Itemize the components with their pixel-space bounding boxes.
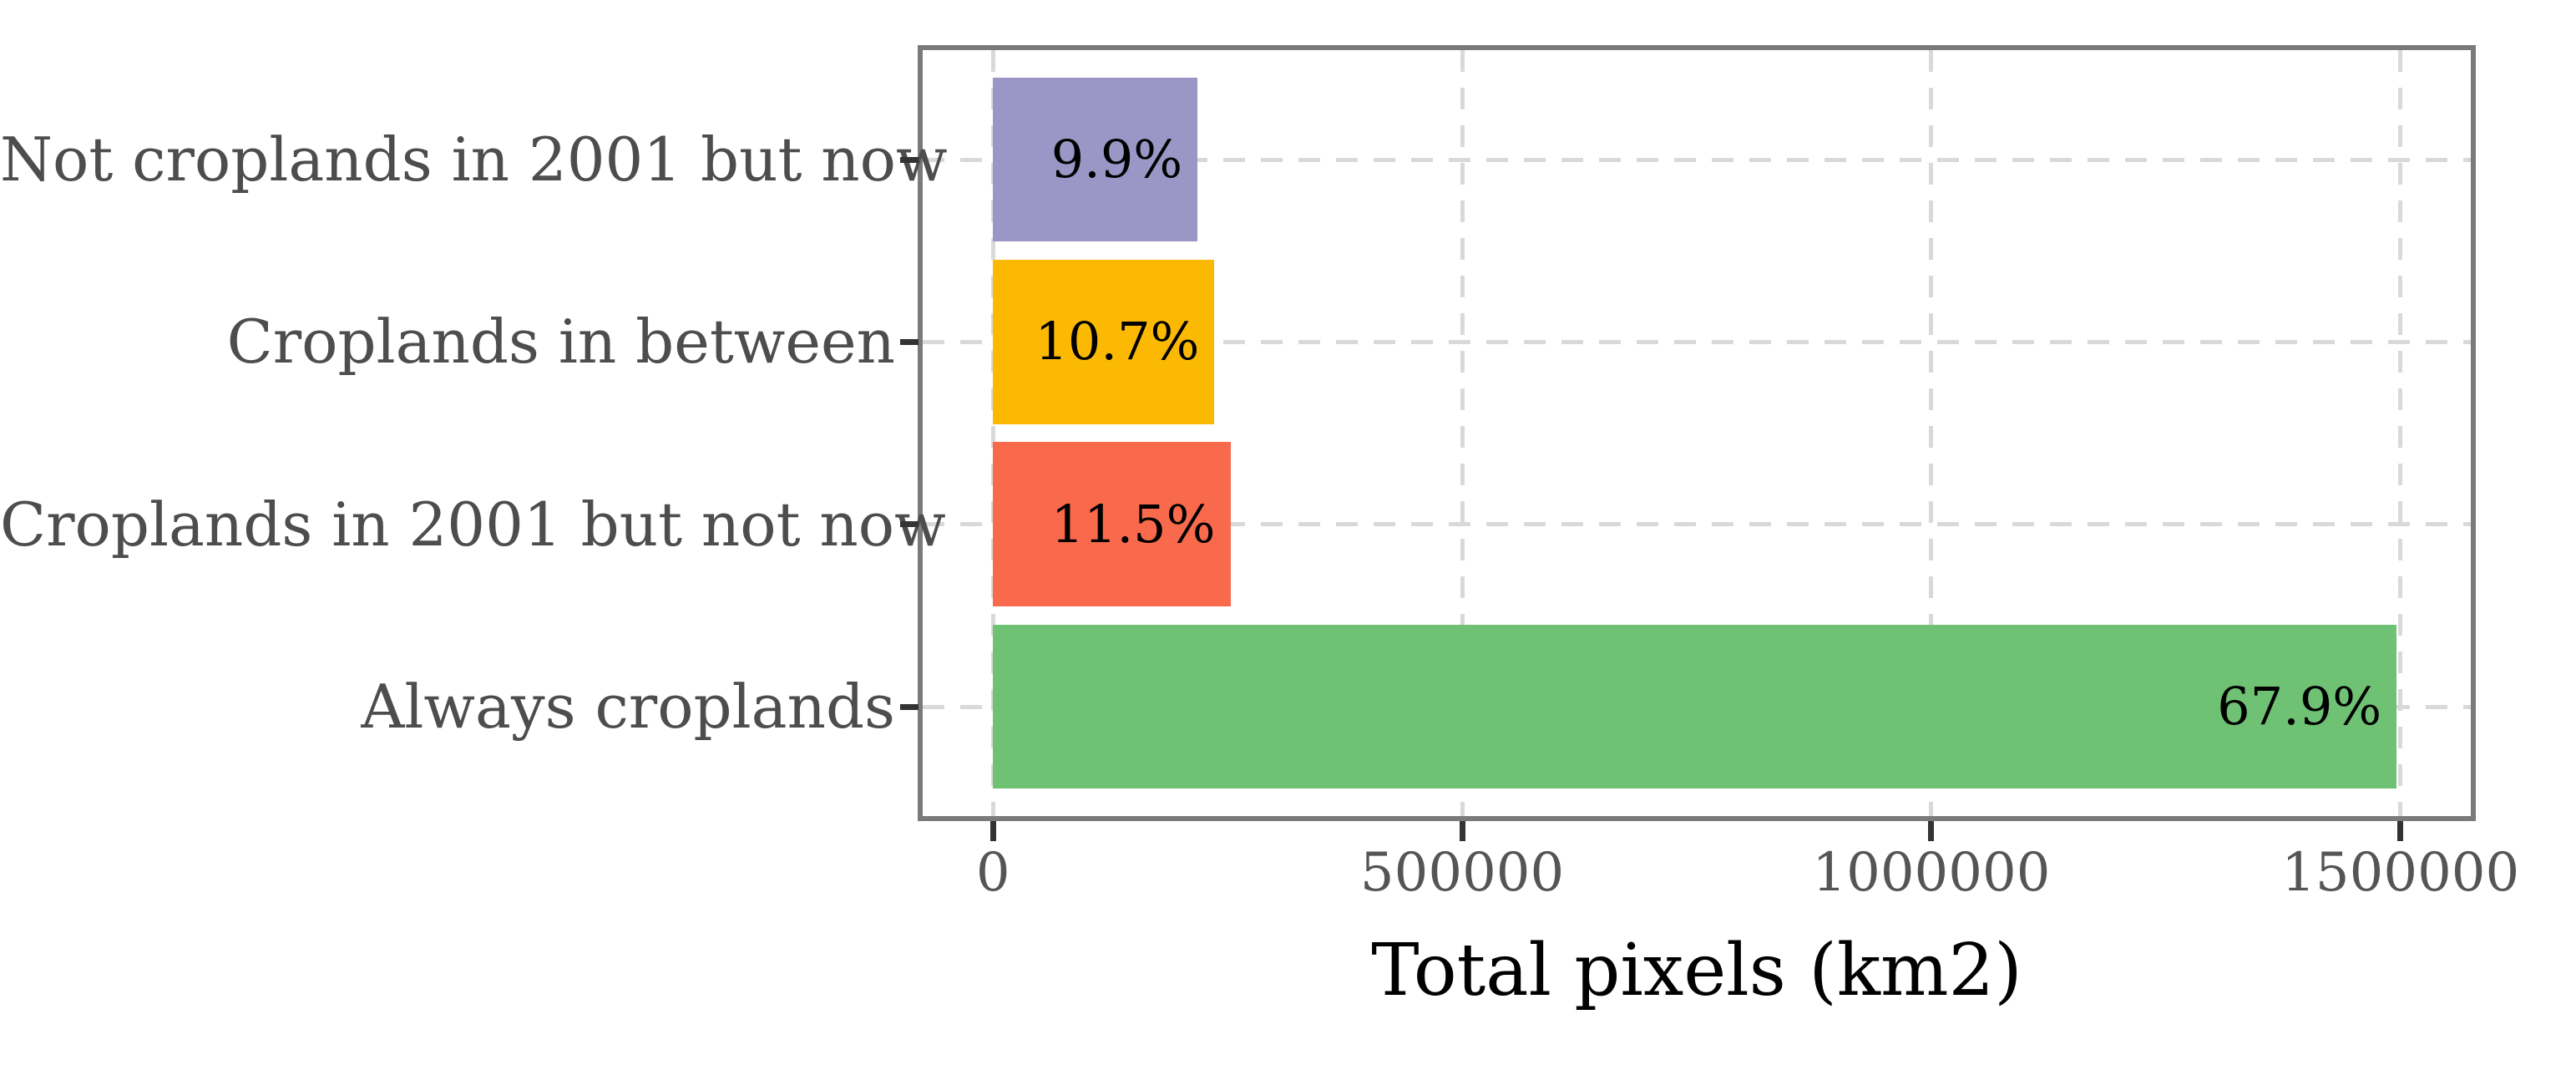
y-tick-mark-croplands-in-between: [900, 338, 919, 345]
x-tick-label-500000: 500000: [1359, 842, 1565, 904]
x-tick-mark-0: [989, 821, 996, 841]
x-tick-mark-500000: [1459, 821, 1465, 841]
y-tick-mark-croplands-in-2001-but-not-now: [900, 521, 919, 528]
x-gridline-500000: [1460, 50, 1465, 816]
x-tick-mark-1000000: [1928, 821, 1935, 841]
y-gridline-croplands-in-2001-but-not-now: [923, 522, 2471, 527]
category-label-always-croplands: Always croplands: [361, 672, 895, 742]
bar-value-label-not-croplands-in-2001-but-now: 9.9%: [1050, 129, 1183, 190]
x-gridline-0: [990, 50, 995, 816]
bar-not-croplands-in-2001-but-now: [993, 77, 1198, 242]
x-gridline-1500000: [2398, 50, 2403, 816]
y-tick-mark-always-croplands: [900, 703, 919, 710]
x-tick-label-1500000: 1500000: [2281, 842, 2520, 904]
category-label-croplands-in-between: Croplands in between: [226, 307, 895, 378]
x-tick-label-0: 0: [975, 842, 1010, 904]
x-tick-mark-1500000: [2397, 821, 2404, 841]
bar-croplands-in-2001-but-not-now: [993, 442, 1231, 606]
y-gridline-not-croplands-in-2001-but-now: [923, 157, 2471, 162]
plot-area: 9.9% 10.7% 11.5% 67.9%: [918, 45, 2476, 821]
y-tick-mark-not-croplands-in-2001-but-now: [900, 156, 919, 163]
x-gridline-1000000: [1929, 50, 1934, 816]
bar-value-label-always-croplands: 67.9%: [2217, 676, 2382, 737]
x-tick-label-1000000: 1000000: [1812, 842, 2051, 904]
bar-value-label-croplands-in-2001-but-not-now: 11.5%: [1050, 493, 1216, 555]
y-gridline-croplands-in-between: [923, 339, 2471, 344]
bar-always-croplands: [993, 624, 2397, 789]
bar-value-label-croplands-in-between: 10.7%: [1035, 311, 1200, 373]
category-label-not-croplands-in-2001-but-now: Not croplands in 2001 but now: [0, 124, 948, 195]
bar-croplands-in-between: [993, 260, 1215, 424]
x-axis-title: Total pixels (km2): [1371, 929, 2022, 1012]
category-label-croplands-in-2001-but-not-now: Croplands in 2001 but not now: [0, 489, 946, 560]
